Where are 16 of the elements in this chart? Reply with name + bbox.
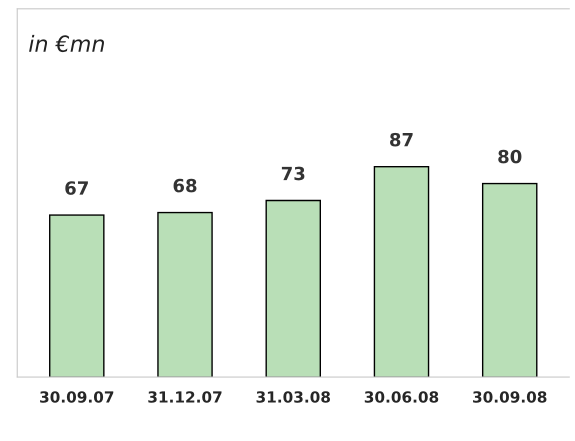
x-tick-label: 31.12.07 — [148, 391, 222, 403]
bar — [157, 212, 213, 378]
x-tick-label: 31.03.08 — [256, 391, 330, 403]
bar — [49, 214, 105, 378]
data-label: 67 — [65, 181, 88, 195]
x-tick-label: 30.06.08 — [364, 391, 438, 403]
x-tick-label: 30.09.08 — [473, 391, 546, 403]
bar — [482, 182, 538, 378]
bar — [374, 166, 430, 378]
data-label: 80 — [498, 150, 522, 164]
text: in €mn — [29, 34, 104, 52]
data-label: 87 — [390, 132, 413, 146]
data-label: 68 — [174, 178, 196, 192]
data-label: 73 — [282, 166, 304, 180]
x-tick-label: 30.09.07 — [40, 391, 114, 403]
bar — [265, 200, 322, 378]
